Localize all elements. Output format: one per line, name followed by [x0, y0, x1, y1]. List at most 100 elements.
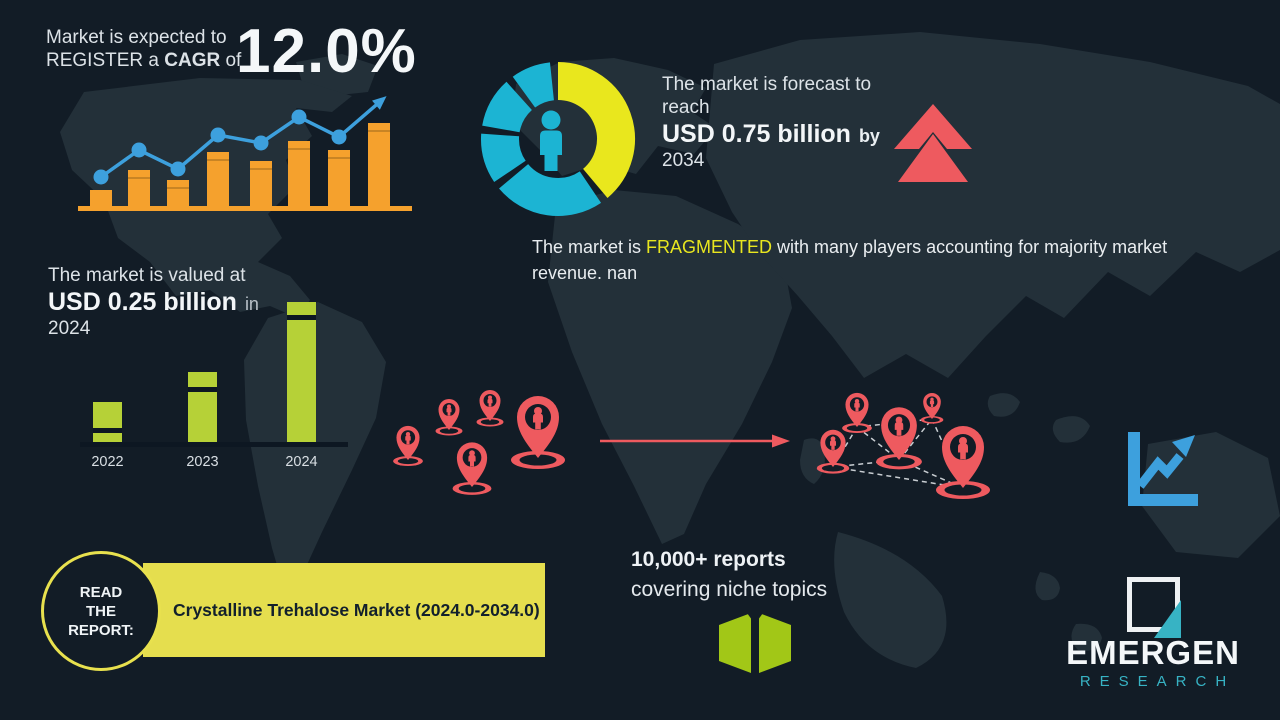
map-north-america — [60, 78, 352, 318]
fragmented-highlight: FRAGMENTED — [646, 237, 773, 257]
cagr-caption-post: of — [220, 50, 242, 71]
valuation-axis-line — [80, 442, 348, 447]
valuation-suffix: in — [244, 294, 259, 314]
cagr-bar — [368, 123, 390, 207]
read-the-report-button[interactable]: READ THE REPORT: — [41, 551, 161, 671]
report-title-banner[interactable]: Crystalline Trehalose Market (2024.0-203… — [143, 563, 545, 657]
cagr-bar-stripe — [368, 130, 390, 132]
cagr-caption-line1: Market is expected to — [46, 27, 227, 48]
valuation-line1: The market is valued at — [48, 265, 246, 286]
location-pin-icon — [842, 392, 872, 434]
location-pin-icon — [435, 399, 463, 436]
donut-segment — [481, 133, 527, 183]
cagr-bar — [207, 152, 229, 207]
donut-segment — [482, 81, 533, 134]
up-right-arrow-icon — [372, 96, 387, 110]
map-asia — [706, 32, 1280, 378]
network-dashed-line — [832, 466, 964, 489]
valuation-caption: The market is valued at USD 0.25 billion… — [48, 264, 259, 340]
map-madagascar — [800, 438, 825, 484]
cagr-bar — [328, 150, 350, 207]
cagr-axis-line — [78, 206, 412, 211]
map-island — [987, 393, 1020, 417]
location-pin-icon — [876, 407, 922, 470]
trend-point — [210, 127, 226, 143]
location-pin-icon — [476, 390, 504, 427]
cagr-bar-stripe — [128, 177, 150, 179]
trend-point — [253, 135, 269, 151]
location-pin-icon — [452, 442, 492, 495]
market-valuation-chart: 2022 2023 2024 — [80, 302, 348, 470]
cagr-bar-stripe — [207, 159, 229, 161]
report-title: Crystalline Trehalose Market (2024.0-203… — [173, 599, 540, 620]
valuation-year: 2024 — [48, 318, 91, 339]
cagr-value: 12.0% — [236, 17, 417, 86]
location-pin-icon — [816, 429, 850, 474]
valuation-bar — [93, 402, 122, 442]
cagr-bar-stripe — [288, 148, 310, 150]
reports-line2: covering niche topics — [631, 578, 828, 601]
map-new-zealand — [1035, 572, 1060, 601]
cagr-bar — [128, 170, 150, 207]
valuation-bar — [287, 302, 316, 442]
reports-line1: 10,000+ reports — [631, 548, 786, 571]
donut-segment — [499, 163, 602, 216]
trend-point — [291, 109, 307, 125]
cagr-caption-bold: CAGR — [164, 50, 221, 71]
expansion-arrow — [600, 434, 790, 448]
cagr-bar-stripe — [328, 157, 350, 159]
read-circle-line1: READ — [79, 583, 123, 601]
cagr-bar — [250, 161, 272, 207]
cagr-caption-pre: REGISTER a — [46, 50, 165, 71]
cagr-bar — [167, 180, 189, 207]
valuation-bar-stripe — [287, 315, 316, 320]
valuation-value: USD 0.25 billion — [48, 288, 237, 316]
trend-point — [170, 161, 186, 177]
map-africa — [548, 190, 792, 544]
location-pin-icon — [393, 425, 423, 467]
person-pictogram-icon — [540, 110, 562, 171]
brand-logo: EMERGEN RESEARCH — [1063, 636, 1243, 691]
fragmented-pre: The market is — [532, 237, 647, 257]
location-pin-icon — [920, 392, 944, 424]
square-logo-mark — [1127, 577, 1180, 632]
forecast-line2: reach — [662, 97, 710, 118]
read-circle-line3: REPORT: — [68, 621, 134, 639]
read-circle-line2: THE — [86, 602, 116, 620]
valuation-bar-stripe — [188, 387, 217, 392]
x-axis-label: 2024 — [285, 454, 317, 470]
brand-subtitle: RESEARCH — [1079, 673, 1236, 690]
cagr-growth-chart — [78, 96, 412, 211]
map-new-zealand — [1071, 623, 1102, 651]
open-book-icon — [719, 613, 791, 673]
line-chart-up-icon — [1128, 432, 1198, 506]
x-axis-label: 2023 — [186, 454, 218, 470]
forecast-value-line: USD 0.75 billion by — [662, 119, 880, 149]
cagr-bar — [288, 141, 310, 207]
cagr-bar — [90, 190, 112, 207]
market-share-donut-chart — [481, 62, 635, 216]
map-island — [1052, 416, 1090, 443]
double-chevron-up-icon — [894, 104, 972, 182]
logo-corner-triangle — [1154, 600, 1181, 638]
location-pin-icon — [936, 426, 990, 499]
donut-segment — [557, 62, 635, 198]
valuation-bar — [188, 372, 217, 442]
donut-segment — [512, 62, 555, 108]
forecast-caption: The market is forecast to reach USD 0.75… — [662, 73, 880, 172]
cagr-caption-line2: REGISTER a CAGR of — [46, 49, 241, 72]
cagr-bar-stripe — [167, 187, 189, 189]
forecast-year: 2034 — [662, 150, 705, 171]
valuation-value-line: USD 0.25 billion in — [48, 287, 259, 317]
reports-caption: 10,000+ reports covering niche topics — [631, 545, 827, 605]
forecast-line1: The market is forecast to — [662, 74, 872, 95]
forecast-suffix: by — [858, 126, 880, 146]
forecast-value: USD 0.75 billion — [662, 120, 851, 148]
fragmented-statement: The market is FRAGMENTED with many playe… — [532, 234, 1224, 286]
x-axis-label: 2022 — [91, 454, 123, 470]
fragmented-post: with many players accounting for majorit… — [532, 237, 1168, 283]
trend-point — [131, 142, 147, 158]
trend-point — [331, 129, 347, 145]
